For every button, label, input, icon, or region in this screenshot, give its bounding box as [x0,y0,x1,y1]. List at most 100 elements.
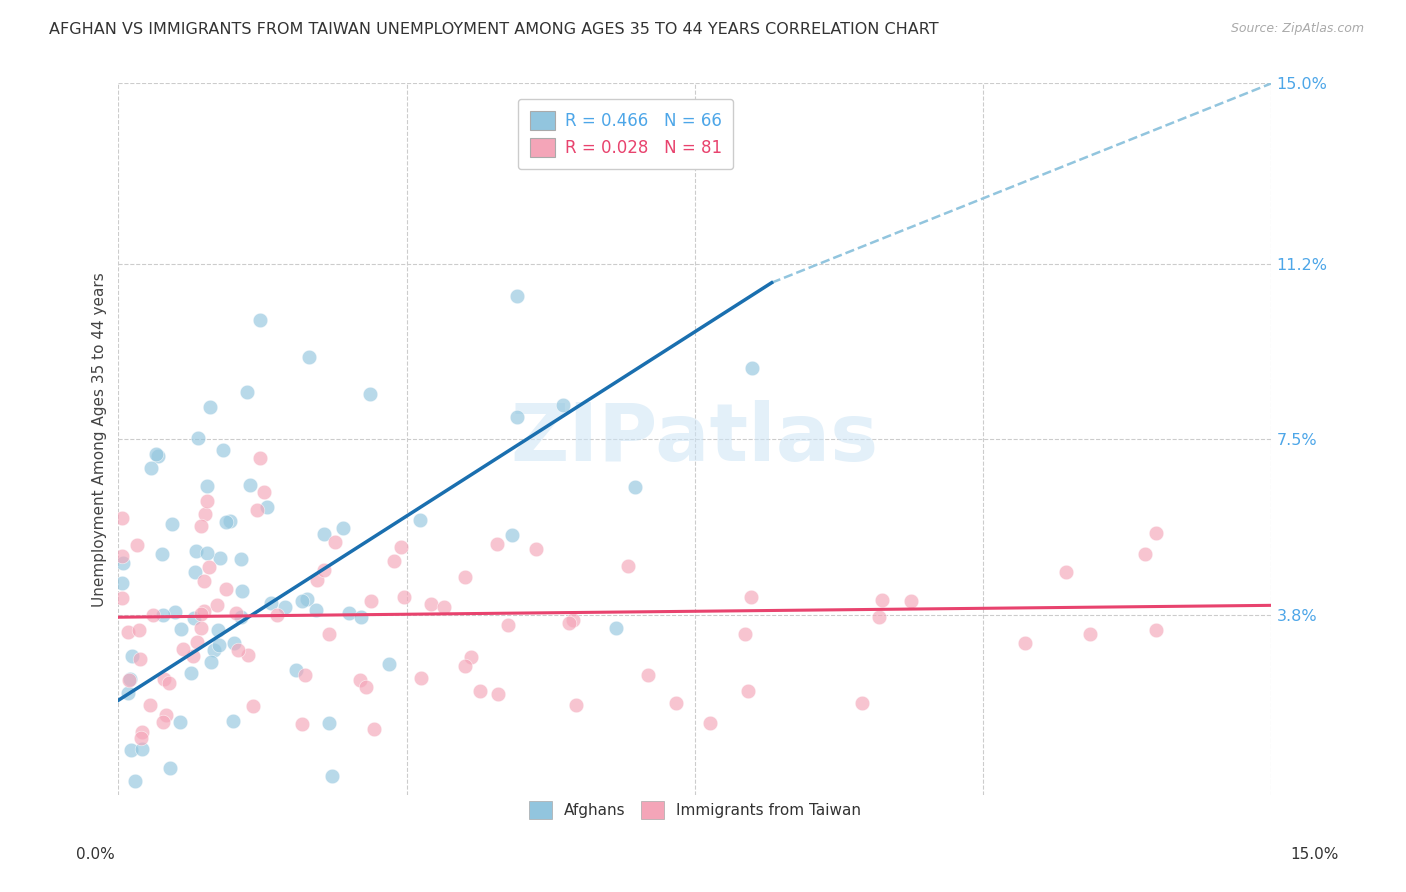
Point [183,610,205,624]
Legend: Afghans, Immigrants from Taiwan: Afghans, Immigrants from Taiwan [522,794,869,827]
Point [291,594,314,608]
Point [207,638,229,652]
Point [193,604,215,618]
Text: 15.0%: 15.0% [1291,847,1339,862]
Point [454,659,477,673]
Point [307,573,329,587]
Point [323,534,346,549]
Point [128,623,150,637]
Point [125,538,148,552]
Point [120,743,142,757]
Point [111,549,134,563]
Point [190,519,212,533]
Point [617,559,640,574]
Point [868,609,890,624]
Point [256,500,278,514]
Point [524,542,547,557]
Point [181,649,204,664]
Text: 0.0%: 0.0% [76,847,115,862]
Point [900,594,922,608]
Point [239,477,262,491]
Point [851,696,873,710]
Point [501,528,523,542]
Point [215,582,238,597]
Point [155,707,177,722]
Point [1054,566,1077,580]
Point [266,607,288,622]
Point [152,608,174,623]
Point [394,590,416,604]
Point [454,570,477,584]
Point [225,606,247,620]
Point [231,552,253,566]
Point [558,615,581,630]
Point [359,387,381,401]
Point [111,591,134,605]
Point [260,596,283,610]
Point [207,623,229,637]
Point [180,666,202,681]
Point [184,544,207,558]
Point [111,576,134,591]
Point [117,686,139,700]
Point [197,479,219,493]
Point [212,443,235,458]
Point [496,618,519,632]
Point [664,696,686,710]
Point [350,610,373,624]
Point [157,676,180,690]
Point [222,714,245,729]
Point [252,485,274,500]
Point [226,643,249,657]
Point [145,447,167,461]
Point [249,313,271,327]
Point [186,634,208,648]
Point [741,360,763,375]
Point [349,673,371,688]
Point [141,461,163,475]
Point [419,597,441,611]
Point [505,410,527,425]
Point [305,603,328,617]
Point [460,650,482,665]
Point [131,742,153,756]
Point [194,507,217,521]
Point [354,680,377,694]
Point [197,559,219,574]
Point [159,760,181,774]
Point [551,398,574,412]
Point [360,594,382,608]
Point [219,514,242,528]
Point [1135,548,1157,562]
Point [193,574,215,589]
Point [470,684,492,698]
Point [160,517,183,532]
Point [321,769,343,783]
Point [285,663,308,677]
Point [312,563,335,577]
Point [231,610,253,624]
Point [565,698,588,712]
Point [432,600,454,615]
Point [389,540,412,554]
Point [184,565,207,579]
Point [740,591,762,605]
Point [295,591,318,606]
Point [200,655,222,669]
Y-axis label: Unemployment Among Ages 35 to 44 years: Unemployment Among Ages 35 to 44 years [93,272,107,607]
Point [195,546,218,560]
Point [699,715,721,730]
Point [249,451,271,466]
Point [128,651,150,665]
Point [236,384,259,399]
Point [121,649,143,664]
Point [562,613,585,627]
Point [190,607,212,622]
Point [291,716,314,731]
Point [139,698,162,712]
Point [152,673,174,687]
Point [148,449,170,463]
Text: AFGHAN VS IMMIGRANTS FROM TAIWAN UNEMPLOYMENT AMONG AGES 35 TO 44 YEARS CORRELAT: AFGHAN VS IMMIGRANTS FROM TAIWAN UNEMPLO… [49,22,939,37]
Point [111,556,134,570]
Point [242,698,264,713]
